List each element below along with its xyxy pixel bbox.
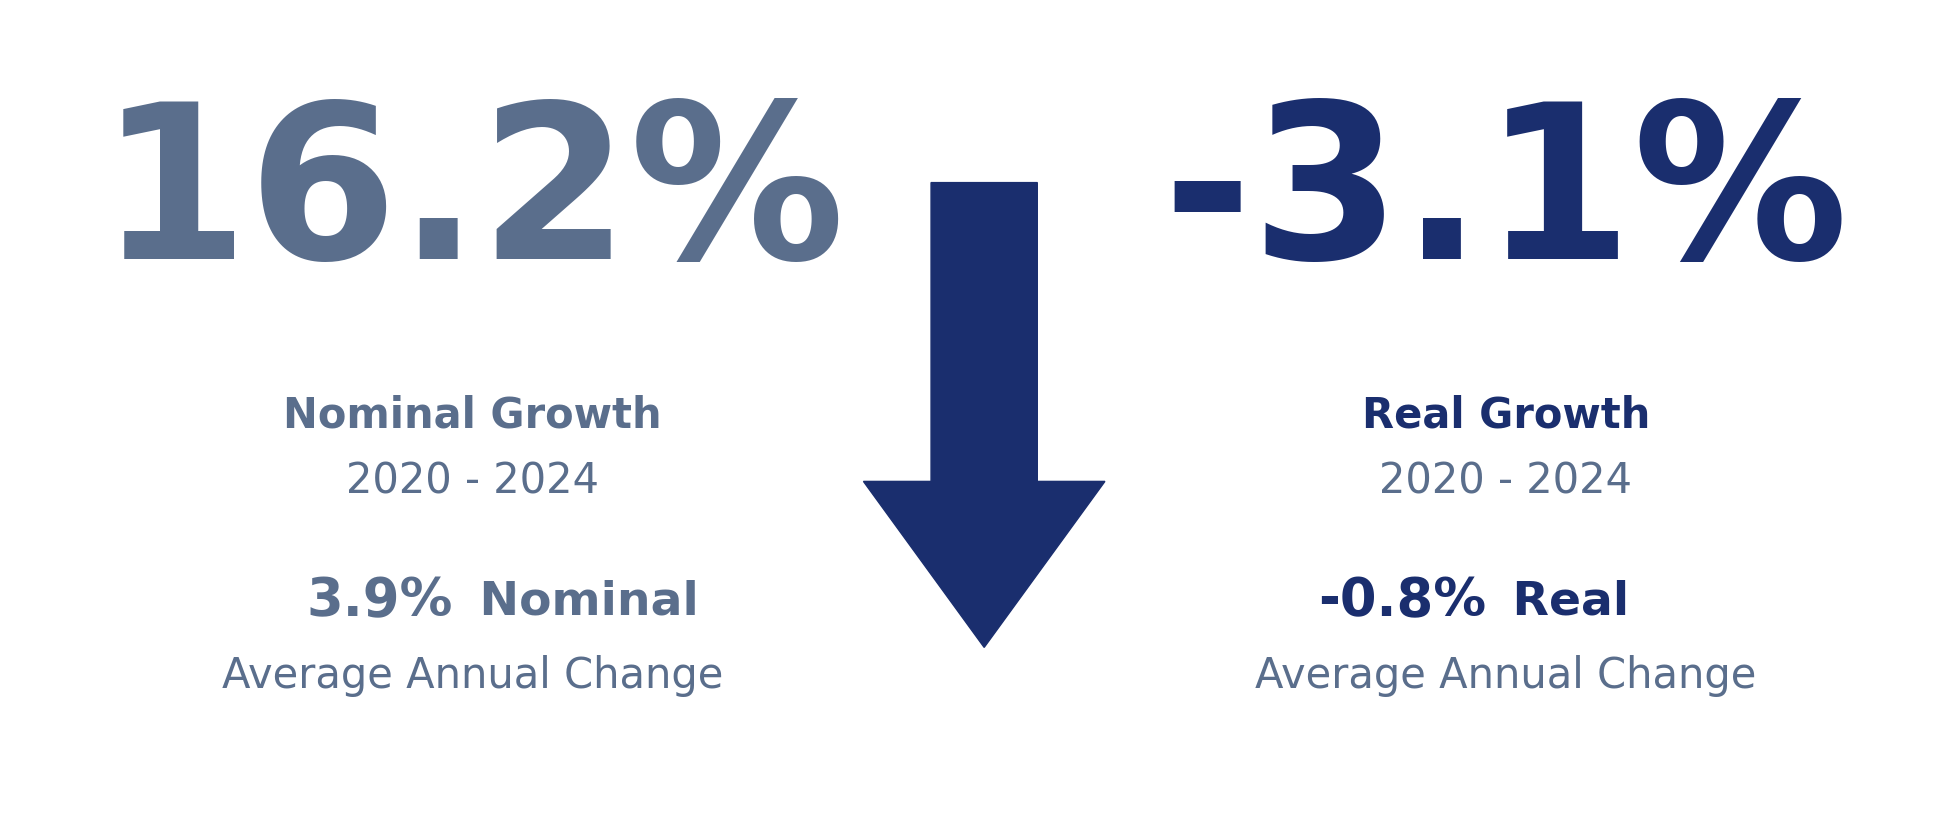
Text: Real: Real [1496,579,1628,624]
Text: Average Annual Change: Average Annual Change [1256,656,1757,697]
Text: Average Annual Change: Average Annual Change [222,656,723,697]
Text: 3.9%: 3.9% [306,576,452,627]
Text: Real Growth: Real Growth [1361,394,1650,436]
Text: 2020 - 2024: 2020 - 2024 [345,461,599,502]
Text: -0.8%: -0.8% [1318,576,1486,627]
Text: 16.2%: 16.2% [99,95,846,304]
Text: 2020 - 2024: 2020 - 2024 [1379,461,1632,502]
Polygon shape [864,183,1106,647]
Text: Nominal: Nominal [462,579,698,624]
Text: -3.1%: -3.1% [1162,95,1849,304]
Text: Nominal Growth: Nominal Growth [283,394,661,436]
